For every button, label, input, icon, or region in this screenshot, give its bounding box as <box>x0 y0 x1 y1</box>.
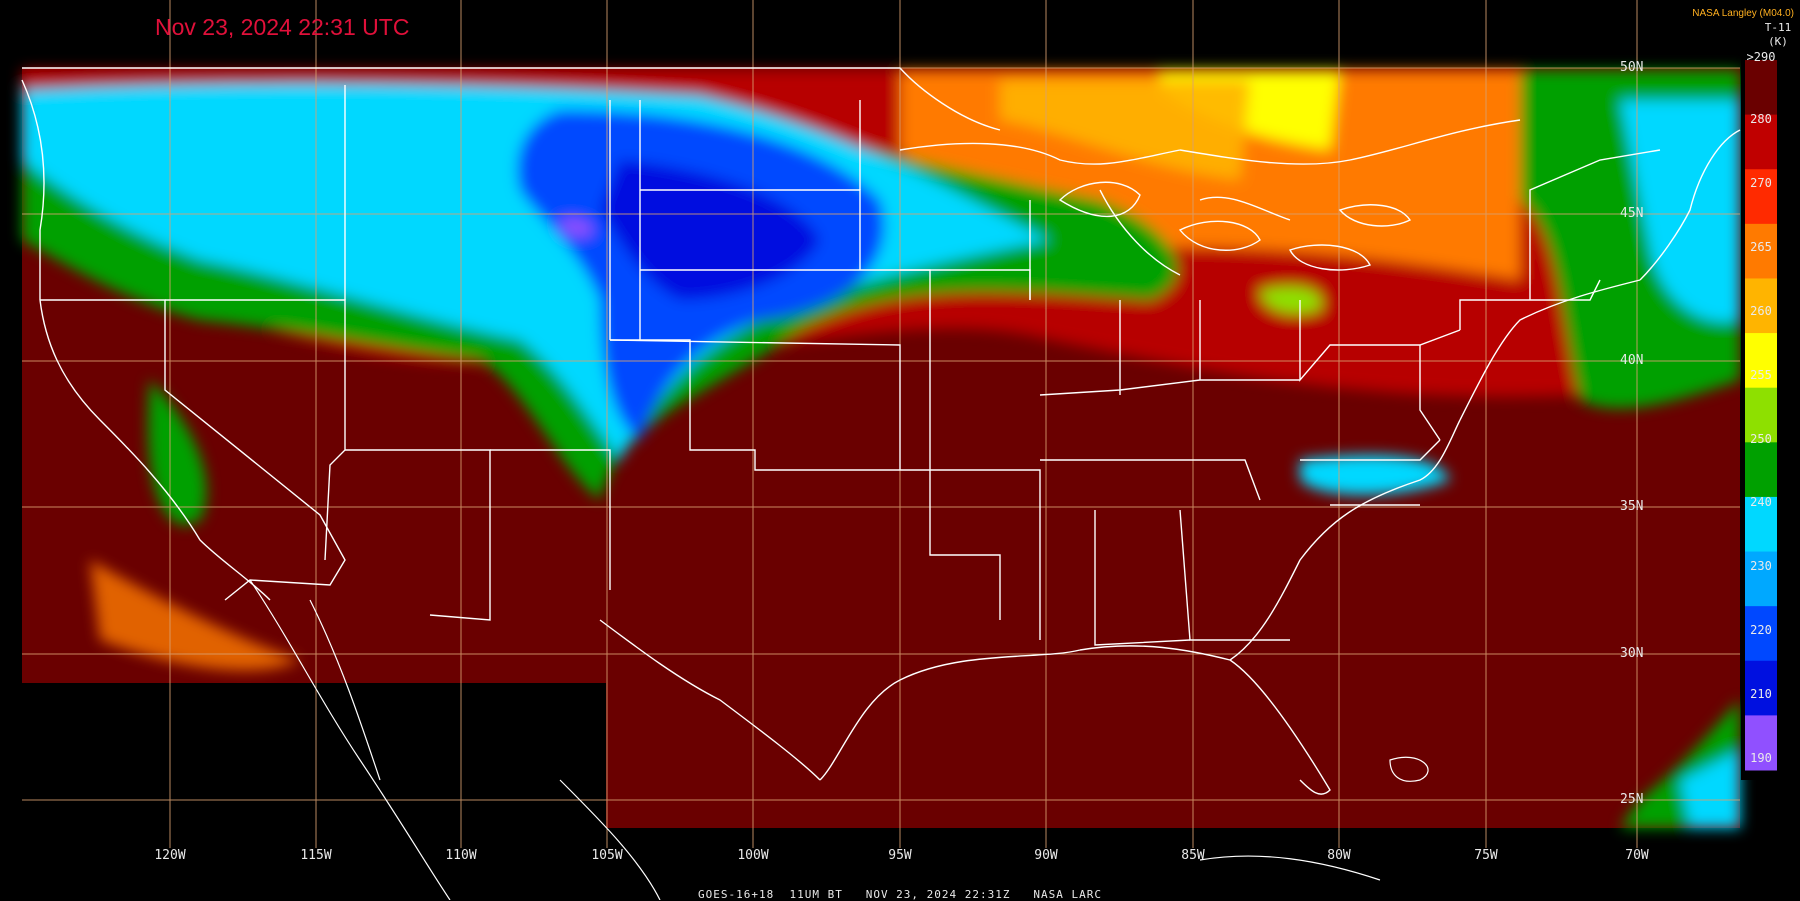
colorbar-swatch <box>1745 333 1777 389</box>
colorbar-swatch <box>1745 278 1777 334</box>
latitude-label: 25N <box>1620 792 1644 807</box>
colorbar-tick-label: 250 <box>1750 431 1772 446</box>
footer-caption: GOES-16+18 11UM BT NOV 23, 2024 22:31Z N… <box>698 888 1102 901</box>
colorbar-swatch <box>1745 606 1777 662</box>
credit-text: NASA Langley (M04.0) <box>1692 8 1794 19</box>
mexico-outline <box>249 579 1429 900</box>
latitude-label: 50N <box>1620 60 1644 75</box>
colorbar-tick-label: 255 <box>1750 367 1772 382</box>
colorbar-tick-label: 280 <box>1750 112 1772 126</box>
no-data-region <box>22 683 606 848</box>
longitude-label: 80W <box>1327 848 1351 863</box>
latitude-label: 45N <box>1620 206 1644 221</box>
longitude-label: 110W <box>445 848 477 863</box>
colorbar-swatch <box>1745 551 1777 607</box>
longitude-label: 105W <box>591 848 623 863</box>
colorbar-tick-label: 220 <box>1750 623 1772 638</box>
longitude-label: 85W <box>1181 848 1205 863</box>
colorbar-swatch <box>1745 114 1777 170</box>
colorbar-tick-label: 230 <box>1750 559 1772 574</box>
latitude-label: 40N <box>1620 353 1644 368</box>
longitude-label: 75W <box>1474 848 1498 863</box>
longitude-label: 90W <box>1034 848 1058 863</box>
colorbar-tick-label: 260 <box>1750 303 1772 318</box>
longitude-label: 115W <box>300 848 332 863</box>
graticule <box>22 0 1740 848</box>
colorbar-tick-label: 270 <box>1750 175 1772 190</box>
north-border-and-lakes <box>22 67 1412 271</box>
temperature-colorbar <box>1741 52 1781 780</box>
latitude-label: 35N <box>1620 499 1644 514</box>
colorbar-tick-label: 190 <box>1750 751 1772 765</box>
state-boundaries <box>21 79 1741 795</box>
longitude-label: 100W <box>737 848 769 863</box>
colorbar-swatch <box>1745 223 1777 279</box>
colorbar-swatch <box>1745 60 1777 116</box>
colorbar-unit: (K) <box>1768 35 1788 48</box>
timestamp: Nov 23, 2024 22:31 UTC <box>155 14 410 40</box>
colorbar-channel: T-11 <box>1764 21 1792 34</box>
colorbar-swatch <box>1745 660 1777 716</box>
colorbar-top-label: >290 <box>1746 50 1776 64</box>
longitude-label: 120W <box>154 848 186 863</box>
colorbar-tick-label: 240 <box>1750 495 1772 510</box>
colorbar-tick-label: 210 <box>1750 687 1772 702</box>
colorbar-swatch <box>1745 442 1777 498</box>
colorbar-swatch <box>1745 169 1777 225</box>
colorbar-swatch <box>1745 715 1777 771</box>
image-area-south <box>606 683 1740 828</box>
colorbar-swatch <box>1745 387 1777 443</box>
colorbar-swatch <box>1745 496 1777 553</box>
latitude-label: 30N <box>1620 646 1644 661</box>
longitude-label: 95W <box>888 848 912 863</box>
colorbar-tick-label: 265 <box>1750 239 1772 254</box>
longitude-label: 70W <box>1625 848 1649 863</box>
